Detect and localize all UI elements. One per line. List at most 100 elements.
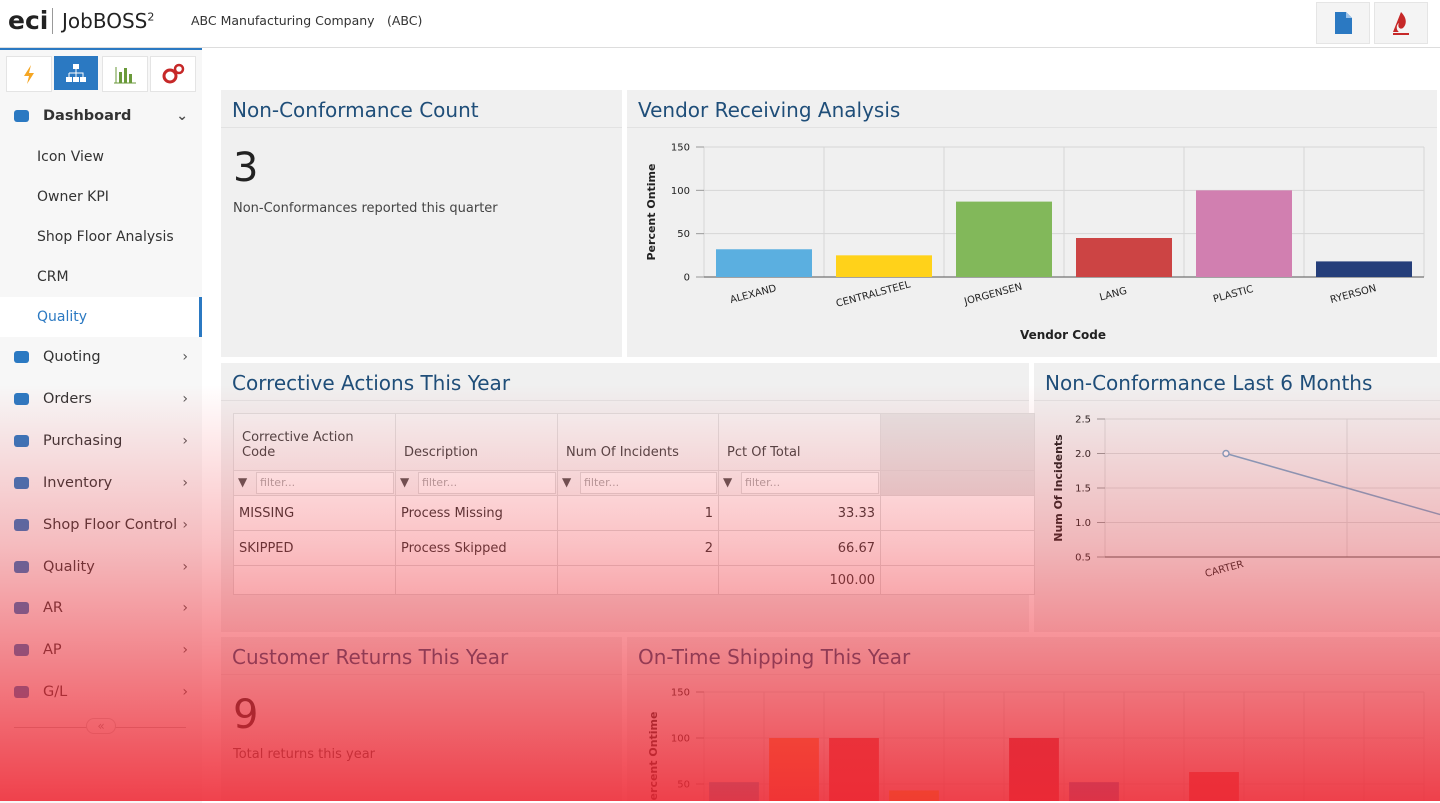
menu-item[interactable]: Dashboard ⌄ <box>0 96 202 136</box>
filter-blank <box>880 470 1035 496</box>
corrective-table: Corrective Action Code Description Num Of … <box>233 413 1035 595</box>
blank-cell <box>880 565 1035 595</box>
menu-icon <box>14 560 29 573</box>
menu-icon <box>14 644 29 657</box>
column-header-blank <box>880 413 1035 471</box>
logo: eci <box>8 6 49 35</box>
filter-icon: ▼ <box>723 475 733 489</box>
blank-cell <box>880 530 1035 566</box>
menu-label: Inventory <box>43 474 113 491</box>
menu-item[interactable]: Quoting › <box>0 337 202 377</box>
collapse-button[interactable]: « <box>86 718 116 734</box>
document-icon <box>1335 12 1352 34</box>
menu-label: AP <box>43 642 62 659</box>
toolbar <box>6 56 196 92</box>
filter-icon: ▼ <box>238 475 248 489</box>
quick-button[interactable] <box>6 56 52 92</box>
product-name: JobBOSS <box>62 9 148 33</box>
divider <box>52 8 53 34</box>
submenu-item[interactable]: Owner KPI <box>37 189 109 205</box>
filter-cell: ▼ filter... <box>718 470 881 496</box>
data-row: SKIPPED Process Skipped 2 66.67 <box>233 530 1035 566</box>
menu-item[interactable]: Inventory › <box>0 463 202 503</box>
filter-cell: ▼ filter... <box>395 470 558 496</box>
filter-input[interactable]: filter... <box>418 472 556 494</box>
kpi-value: 3 <box>233 145 259 191</box>
document-button[interactable] <box>1316 2 1370 44</box>
header-row: Corrective Action Code Description Num Of … <box>233 413 1035 471</box>
menu-icon <box>14 602 29 615</box>
menu-item[interactable]: AP › <box>0 630 202 670</box>
blank-cell <box>880 495 1035 531</box>
menu-item[interactable]: Orders › <box>0 379 202 419</box>
filter-input[interactable]: filter... <box>741 472 879 494</box>
total-row: 100.00 <box>233 565 1035 595</box>
menu-icon <box>14 351 29 363</box>
total-cell: 100.00 <box>718 565 881 595</box>
menu-item[interactable]: Quality › <box>0 547 202 587</box>
column-header: Corrective Action Code <box>233 413 396 471</box>
menu-label: G/L <box>43 684 68 701</box>
kpi-caption: Non-Conformances reported this quarter <box>233 201 498 216</box>
table-cell: SKIPPED <box>233 530 396 566</box>
nc-6m-panel: Non-Conformance Last 6 Months <box>1034 363 1440 632</box>
menu-icon <box>14 392 29 405</box>
submenu-item[interactable]: Quality <box>0 297 202 337</box>
filter-input[interactable]: filter... <box>256 472 394 494</box>
menu-item[interactable]: AR › <box>0 588 202 628</box>
submenu-item[interactable]: CRM <box>37 269 69 285</box>
menu-label: Quoting <box>43 349 101 365</box>
submenu-item[interactable]: Shop Floor Analysis <box>37 229 174 245</box>
blank-cell <box>557 565 719 595</box>
sidebar: Dashboard ⌄ Icon View Owner KPI Shop Floor A… <box>0 48 202 803</box>
product: JobBOSS2 <box>62 9 154 33</box>
menu-icon <box>14 686 29 699</box>
blank-cell <box>395 565 558 595</box>
submenu-item[interactable]: Icon View <box>37 149 104 165</box>
menu-label: Shop Floor Control <box>43 516 178 533</box>
menu-item[interactable]: G/L › <box>0 672 202 712</box>
menu-icon <box>14 434 29 447</box>
table-cell: Process Skipped <box>395 530 558 566</box>
filter-cell: ▼ filter... <box>557 470 719 496</box>
nc-count-panel: Non-Conformance Count 3 Non-Conformances… <box>221 90 622 357</box>
returns-panel: Customer Returns This Year 9 Total retur… <box>221 637 622 801</box>
panel-title: Non-Conformance Count <box>232 98 479 122</box>
menu-label: Dashboard <box>43 108 132 124</box>
chevron: › <box>182 684 188 701</box>
shipping-panel: On-Time Shipping This Year <box>627 637 1440 801</box>
column-header: Pct Of Total <box>718 413 881 471</box>
chevron: › <box>182 432 188 449</box>
chevron: › <box>182 642 188 659</box>
company-code: (ABC) <box>387 13 423 28</box>
menu-label: Orders <box>43 390 92 407</box>
menu-item[interactable]: Purchasing › <box>0 421 202 461</box>
product-sup: 2 <box>147 10 155 24</box>
column-header: Description <box>395 413 558 471</box>
menu-icon <box>14 518 29 531</box>
panel-title: Vendor Receiving Analysis <box>638 98 901 122</box>
panel-title: Corrective Actions This Year <box>232 371 511 395</box>
menu-label: Quality <box>43 558 95 575</box>
menu-icon <box>14 476 29 489</box>
table-cell: MISSING <box>233 495 396 531</box>
filter-input[interactable]: filter... <box>580 472 717 494</box>
filter-icon: ▼ <box>400 475 410 489</box>
flame-button[interactable] <box>1374 2 1428 44</box>
company: ABC Manufacturing Company <box>191 13 375 28</box>
kpi-caption: Total returns this year <box>233 747 376 762</box>
vendor-panel: Vendor Receiving Analysis <box>627 90 1437 357</box>
chart-button[interactable] <box>102 56 148 92</box>
panel-title: Customer Returns This Year <box>232 645 509 669</box>
settings-button[interactable] <box>150 56 196 92</box>
data-row: MISSING Process Missing 1 33.33 <box>233 495 1035 531</box>
table-cell: 66.67 <box>718 530 881 566</box>
menu-icon <box>14 110 29 122</box>
org-button[interactable] <box>54 56 98 90</box>
flame-icon <box>1393 12 1409 35</box>
table-cell: Process Missing <box>395 495 558 531</box>
menu-item[interactable]: Shop Floor Control › <box>0 505 202 545</box>
menu-label: Purchasing <box>43 432 123 449</box>
panel-title: On-Time Shipping This Year <box>638 645 911 669</box>
